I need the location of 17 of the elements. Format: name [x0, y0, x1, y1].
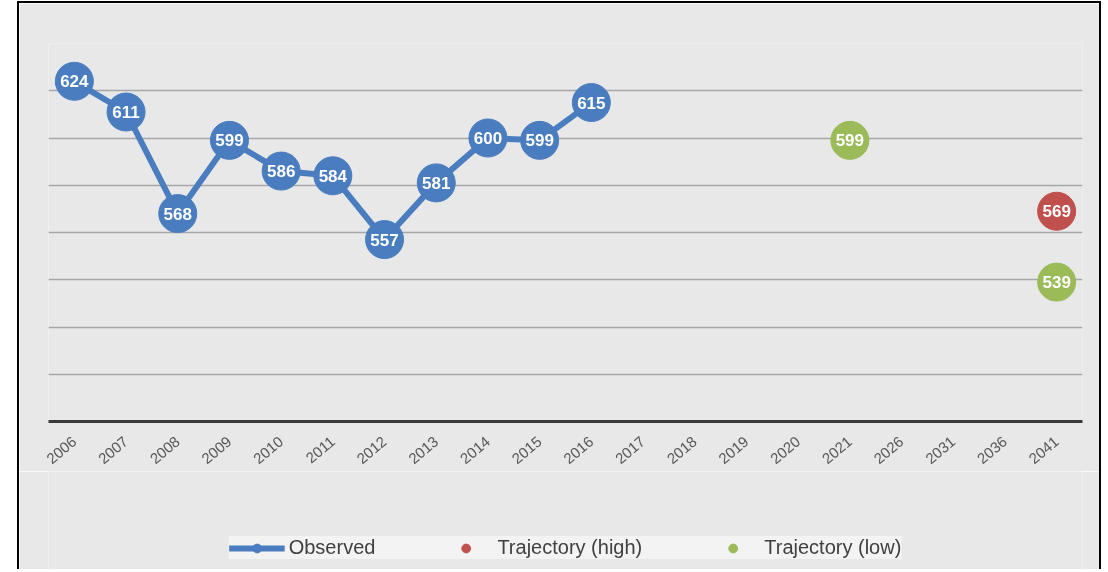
- data-label: 615: [577, 93, 606, 113]
- legend-label: Observed: [288, 536, 376, 559]
- data-label: 600: [473, 129, 503, 148]
- data-label: 586: [266, 162, 296, 182]
- data-label: 569: [1042, 202, 1071, 222]
- data-label: 557: [370, 230, 399, 250]
- data-label: 599: [525, 131, 554, 151]
- data-label: 581: [422, 173, 451, 193]
- data-label: 584: [318, 166, 348, 186]
- data-label: 599: [215, 131, 244, 151]
- data-label: 539: [1042, 273, 1071, 293]
- data-label: 624: [60, 72, 90, 92]
- data-label: 568: [163, 204, 192, 224]
- data-label: 599: [835, 131, 865, 151]
- legend-label: Trajectory (low): [764, 536, 902, 559]
- data-label: 611: [112, 103, 140, 123]
- legend-label: Trajectory (high): [497, 536, 643, 559]
